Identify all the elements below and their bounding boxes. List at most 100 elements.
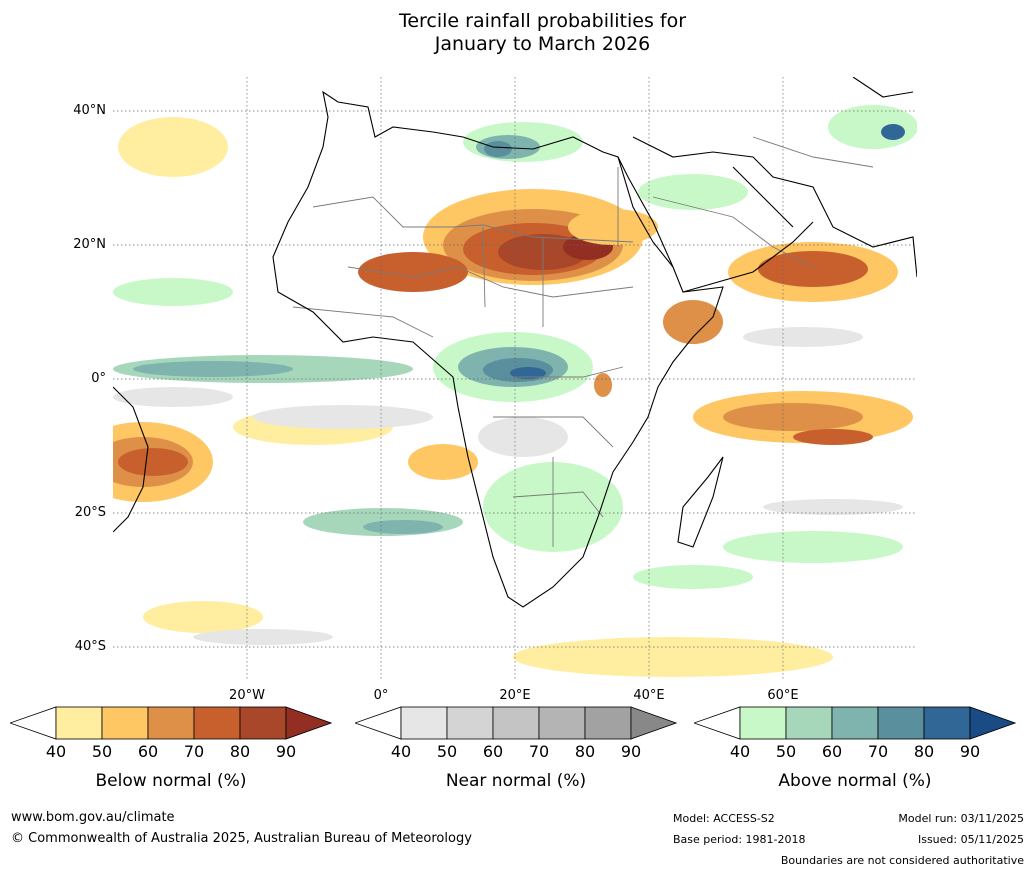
red-sea-coast xyxy=(617,156,674,268)
atlantic-near-normal xyxy=(253,405,433,429)
lat-label-40n: 40°N xyxy=(73,103,106,118)
border-arabia xyxy=(652,196,814,268)
title-line-1: Tercile rainfall probabilities for xyxy=(398,10,687,32)
probability-shading xyxy=(113,105,917,677)
arabian-sea-near-normal xyxy=(743,327,863,347)
lat-label-20s: 20°S xyxy=(74,505,106,520)
legend-below-normal: 40 50 60 70 80 90 Below normal (%) xyxy=(10,705,332,795)
horn-africa-dry xyxy=(663,300,723,344)
map-canvas xyxy=(113,77,917,680)
above-swatch-60 xyxy=(831,706,879,740)
border-drc-north xyxy=(513,366,624,378)
congo-near-normal xyxy=(478,417,568,457)
above-swatch-50 xyxy=(785,706,833,740)
near-tick-70: 70 xyxy=(528,742,550,761)
equatorial-atlantic-wet-core xyxy=(133,361,293,377)
below-swatch-40 xyxy=(55,706,103,740)
lon-label-0: 0° xyxy=(373,688,389,703)
indian-ocean-near-normal xyxy=(763,499,903,515)
angola-dry xyxy=(408,444,478,480)
border-niger-chad xyxy=(482,226,486,308)
madagascar-coastline xyxy=(677,456,724,548)
footer-disclaimer: Boundaries are not considered authoritat… xyxy=(780,854,1024,867)
below-tick-40: 40 xyxy=(45,742,67,761)
below-swatch-60 xyxy=(147,706,195,740)
footer-url[interactable]: www.bom.gov.au/climate xyxy=(11,810,175,825)
legend-triangle-right-icon xyxy=(630,706,677,740)
above-tick-40: 40 xyxy=(729,742,751,761)
legend-triangle-left-icon xyxy=(355,706,402,740)
near-tick-80: 80 xyxy=(574,742,596,761)
above-swatch-80 xyxy=(923,706,971,740)
gridlines xyxy=(113,77,917,680)
border-west-africa xyxy=(292,306,434,338)
rainfall-map xyxy=(113,77,917,680)
above-tick-90: 90 xyxy=(959,742,981,761)
above-swatch-40 xyxy=(739,706,787,740)
footer-copyright: © Commonwealth of Australia 2025, Austra… xyxy=(11,831,472,846)
above-tick-60: 60 xyxy=(821,742,843,761)
footer-model: Model: ACCESS-S2 xyxy=(673,812,775,825)
atlantic-dry-inner xyxy=(118,448,188,476)
below-tick-80: 80 xyxy=(229,742,251,761)
near-swatch-70 xyxy=(538,706,586,740)
lon-label-40e: 40°E xyxy=(633,688,665,703)
legend-above-colorbar xyxy=(694,706,1016,740)
lat-label-40s: 40°S xyxy=(74,639,106,654)
central-africa-wet-core xyxy=(510,367,546,379)
legend-above-normal: 40 50 60 70 80 90 Above normal (%) xyxy=(694,705,1016,795)
legend-triangle-left-icon xyxy=(10,706,57,740)
near-tick-90: 90 xyxy=(620,742,642,761)
caspian-coast xyxy=(852,77,914,98)
middle-east-wet xyxy=(638,174,748,210)
madagascar-wet xyxy=(723,531,903,563)
near-swatch-60 xyxy=(492,706,540,740)
lat-label-equator: 0° xyxy=(91,371,106,386)
above-tick-80: 80 xyxy=(913,742,935,761)
red-sea-dry xyxy=(568,209,658,245)
below-tick-90: 90 xyxy=(275,742,297,761)
legend-below-colorbar xyxy=(10,706,332,740)
central-asia-wet xyxy=(828,105,917,149)
asia-coastline xyxy=(632,136,917,278)
below-tick-60: 60 xyxy=(137,742,159,761)
below-swatch-70 xyxy=(193,706,241,740)
title-line-2: January to March 2026 xyxy=(434,33,651,55)
near-tick-40: 40 xyxy=(390,742,412,761)
near-normal-areas xyxy=(113,327,903,645)
arabia-south-coast xyxy=(682,221,814,293)
legend-below-title: Below normal (%) xyxy=(95,771,247,791)
africa-coastline xyxy=(272,90,724,608)
above-swatch-70 xyxy=(877,706,925,740)
footer-base-period: Base period: 1981-2018 xyxy=(673,833,806,846)
legend-triangle-right-icon xyxy=(285,706,332,740)
indian-ocean-dry-inner xyxy=(793,429,873,445)
southern-ocean-dry xyxy=(513,637,833,677)
west-sahel-dry xyxy=(358,252,468,292)
lon-label-20e: 20°E xyxy=(499,688,531,703)
border-sahara-north xyxy=(312,196,634,243)
west-atlantic-near-normal xyxy=(113,387,233,407)
mediterranean-wet-core xyxy=(484,141,512,157)
legend-near-normal: 40 50 60 70 80 90 Near normal (%) xyxy=(355,705,677,795)
below-swatch-50 xyxy=(101,706,149,740)
border-iran xyxy=(752,136,874,168)
legend-above-title: Above normal (%) xyxy=(778,771,932,791)
below-swatch-80 xyxy=(239,706,287,740)
legend-triangle-left-icon xyxy=(694,706,741,740)
indian-ocean-dry-mid xyxy=(723,403,863,431)
below-tick-50: 50 xyxy=(91,742,113,761)
indian-ocean-wet xyxy=(633,565,753,589)
above-tick-50: 50 xyxy=(775,742,797,761)
below-tick-70: 70 xyxy=(183,742,205,761)
lat-label-20n: 20°N xyxy=(73,237,106,252)
border-botswana xyxy=(512,491,604,518)
near-tick-50: 50 xyxy=(436,742,458,761)
tropical-atlantic-wet xyxy=(113,278,233,306)
north-atlantic-dry xyxy=(118,117,228,177)
legend-near-title: Near normal (%) xyxy=(445,771,587,791)
south-atlantic-near-normal xyxy=(193,629,333,645)
legend-triangle-right-icon xyxy=(969,706,1016,740)
lake-victoria-dry xyxy=(594,373,612,397)
border-drc-south xyxy=(493,416,614,448)
